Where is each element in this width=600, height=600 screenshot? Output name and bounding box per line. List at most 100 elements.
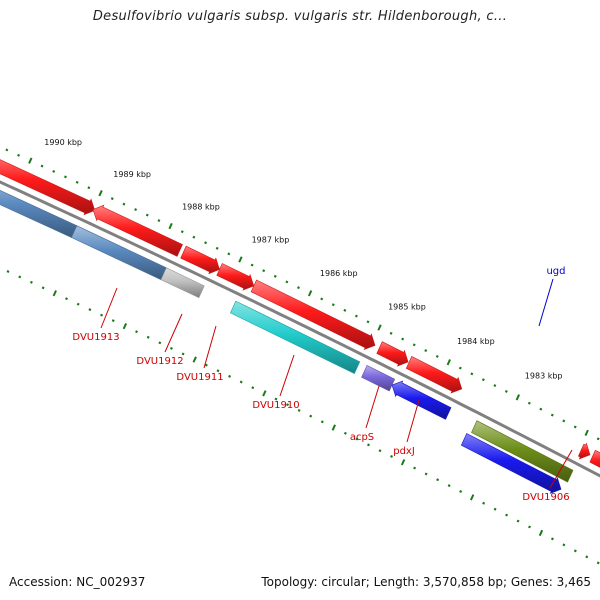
ruler-upper: [5, 148, 600, 441]
gene-feature-acps: [361, 364, 396, 392]
ruler-tick: [98, 190, 103, 197]
label-leader-lines: [100, 278, 573, 489]
kbp-labels: 1990 kbp 1989 kbp 1988 kbp 1987 kbp 1986 kbp…: [44, 138, 562, 380]
gene-labels: DVU1913 DVU1912 DVU1911 DVU1910 acpS pdxJ ugd D…: [72, 266, 569, 503]
ruler-tick: [516, 519, 520, 523]
ruler-tick: [539, 407, 543, 411]
ruler-tick: [424, 472, 428, 476]
ruler-tick: [17, 153, 21, 157]
ruler-tick: [367, 443, 370, 447]
ruler-tick: [181, 352, 185, 356]
ruler-tick: [309, 414, 313, 418]
ruler-tick: [76, 302, 80, 306]
ruler-tick: [63, 175, 67, 179]
ruler-tick: [389, 331, 393, 335]
ruler-tick: [297, 286, 300, 290]
ruler-tick: [228, 374, 232, 378]
coordinate-ruler: [5, 148, 600, 565]
ruler-tick: [436, 478, 440, 482]
ruler-tick: [366, 320, 370, 324]
leader-line: [538, 278, 554, 327]
ruler-tick: [204, 363, 208, 367]
ruler-tick: [528, 525, 531, 529]
ruler-tick: [65, 297, 68, 301]
ruler-tick: [75, 180, 79, 184]
leader-line: [549, 449, 573, 489]
ruler-tick: [273, 274, 277, 278]
gene-label-ugd[interactable]: ugd: [546, 266, 565, 277]
gene-label-acps[interactable]: acpS: [350, 432, 374, 443]
cds-feature: [0, 159, 96, 216]
ruler-tick: [28, 157, 33, 164]
kbp-label: 1983 kbp: [525, 372, 563, 381]
gene-label-dvu1910[interactable]: DVU1910: [252, 400, 299, 411]
ruler-tick: [413, 466, 417, 470]
ruler-tick: [6, 270, 10, 273]
ruler-tick: [52, 290, 57, 297]
ruler-tick: [377, 324, 382, 331]
gene-label-dvu1913[interactable]: DVU1913: [72, 332, 119, 343]
ruler-tick: [215, 246, 219, 250]
ruler-tick: [550, 413, 554, 417]
ruler-tick: [446, 359, 451, 366]
kbp-label: 1987 kbp: [252, 236, 290, 245]
genome-backbone: [0, 180, 600, 478]
ruler-tick: [401, 337, 405, 341]
ruler-tick: [29, 280, 33, 284]
ruler-tick: [111, 319, 115, 323]
cds-feature: [405, 355, 463, 394]
ruler-tick: [122, 202, 126, 206]
gene-label-dvu1912[interactable]: DVU1912: [136, 356, 183, 367]
ruler-tick: [204, 241, 208, 245]
ruler-tick: [88, 308, 92, 312]
ruler-tick: [216, 369, 220, 373]
ruler-tick: [41, 286, 45, 290]
ruler-tick: [18, 275, 22, 279]
ruler-tick: [343, 308, 347, 312]
gene-label-dvu1906[interactable]: DVU1906: [522, 492, 569, 503]
leader-line: [203, 325, 217, 369]
gene-feature-pdxj: [460, 433, 562, 494]
cds-feature: [578, 442, 591, 460]
gene-label-pdxj[interactable]: pdxJ: [393, 446, 415, 457]
kbp-label: 1989 kbp: [113, 170, 151, 179]
accession-text: Accession: NC_002937: [9, 575, 146, 589]
ruler-tick: [562, 543, 566, 547]
map-title: Desulfovibrio vulgaris subsp. vulgaris s…: [92, 9, 508, 24]
ruler-tick: [493, 384, 497, 388]
ruler-tick: [170, 346, 173, 350]
gene-label-dvu1911[interactable]: DVU1911: [176, 372, 223, 383]
ruler-tick: [238, 256, 243, 263]
ruler-tick: [493, 507, 497, 511]
gene-features: [0, 159, 600, 494]
ruler-tick: [459, 490, 463, 493]
ruler-tick: [550, 537, 554, 541]
ruler-tick: [435, 354, 439, 358]
ruler-tick: [239, 380, 243, 384]
ruler-tick: [122, 323, 128, 330]
ruler-tick: [354, 314, 358, 318]
ruler-tick: [596, 561, 600, 565]
ruler-tick: [320, 297, 324, 301]
ruler-tick: [562, 419, 566, 423]
ruler-tick: [146, 335, 150, 339]
gene-feature-dvu1912: [160, 267, 205, 299]
ruler-tick: [52, 170, 56, 173]
ruler-tick: [481, 378, 485, 382]
ruler-tick: [585, 555, 589, 559]
ruler-tick: [469, 494, 475, 501]
leader-line: [164, 313, 183, 353]
ruler-tick: [5, 148, 9, 152]
leader-line: [279, 354, 295, 397]
ruler-tick: [515, 394, 521, 401]
ruler-tick: [470, 372, 474, 376]
ruler-tick: [286, 403, 290, 407]
ruler-tick: [285, 280, 289, 284]
cds-feature: [376, 341, 409, 367]
ruler-tick: [192, 235, 196, 239]
ruler-tick: [400, 459, 406, 466]
ruler-tick: [343, 431, 347, 435]
ruler-tick: [274, 397, 278, 401]
ruler-tick: [505, 513, 509, 517]
